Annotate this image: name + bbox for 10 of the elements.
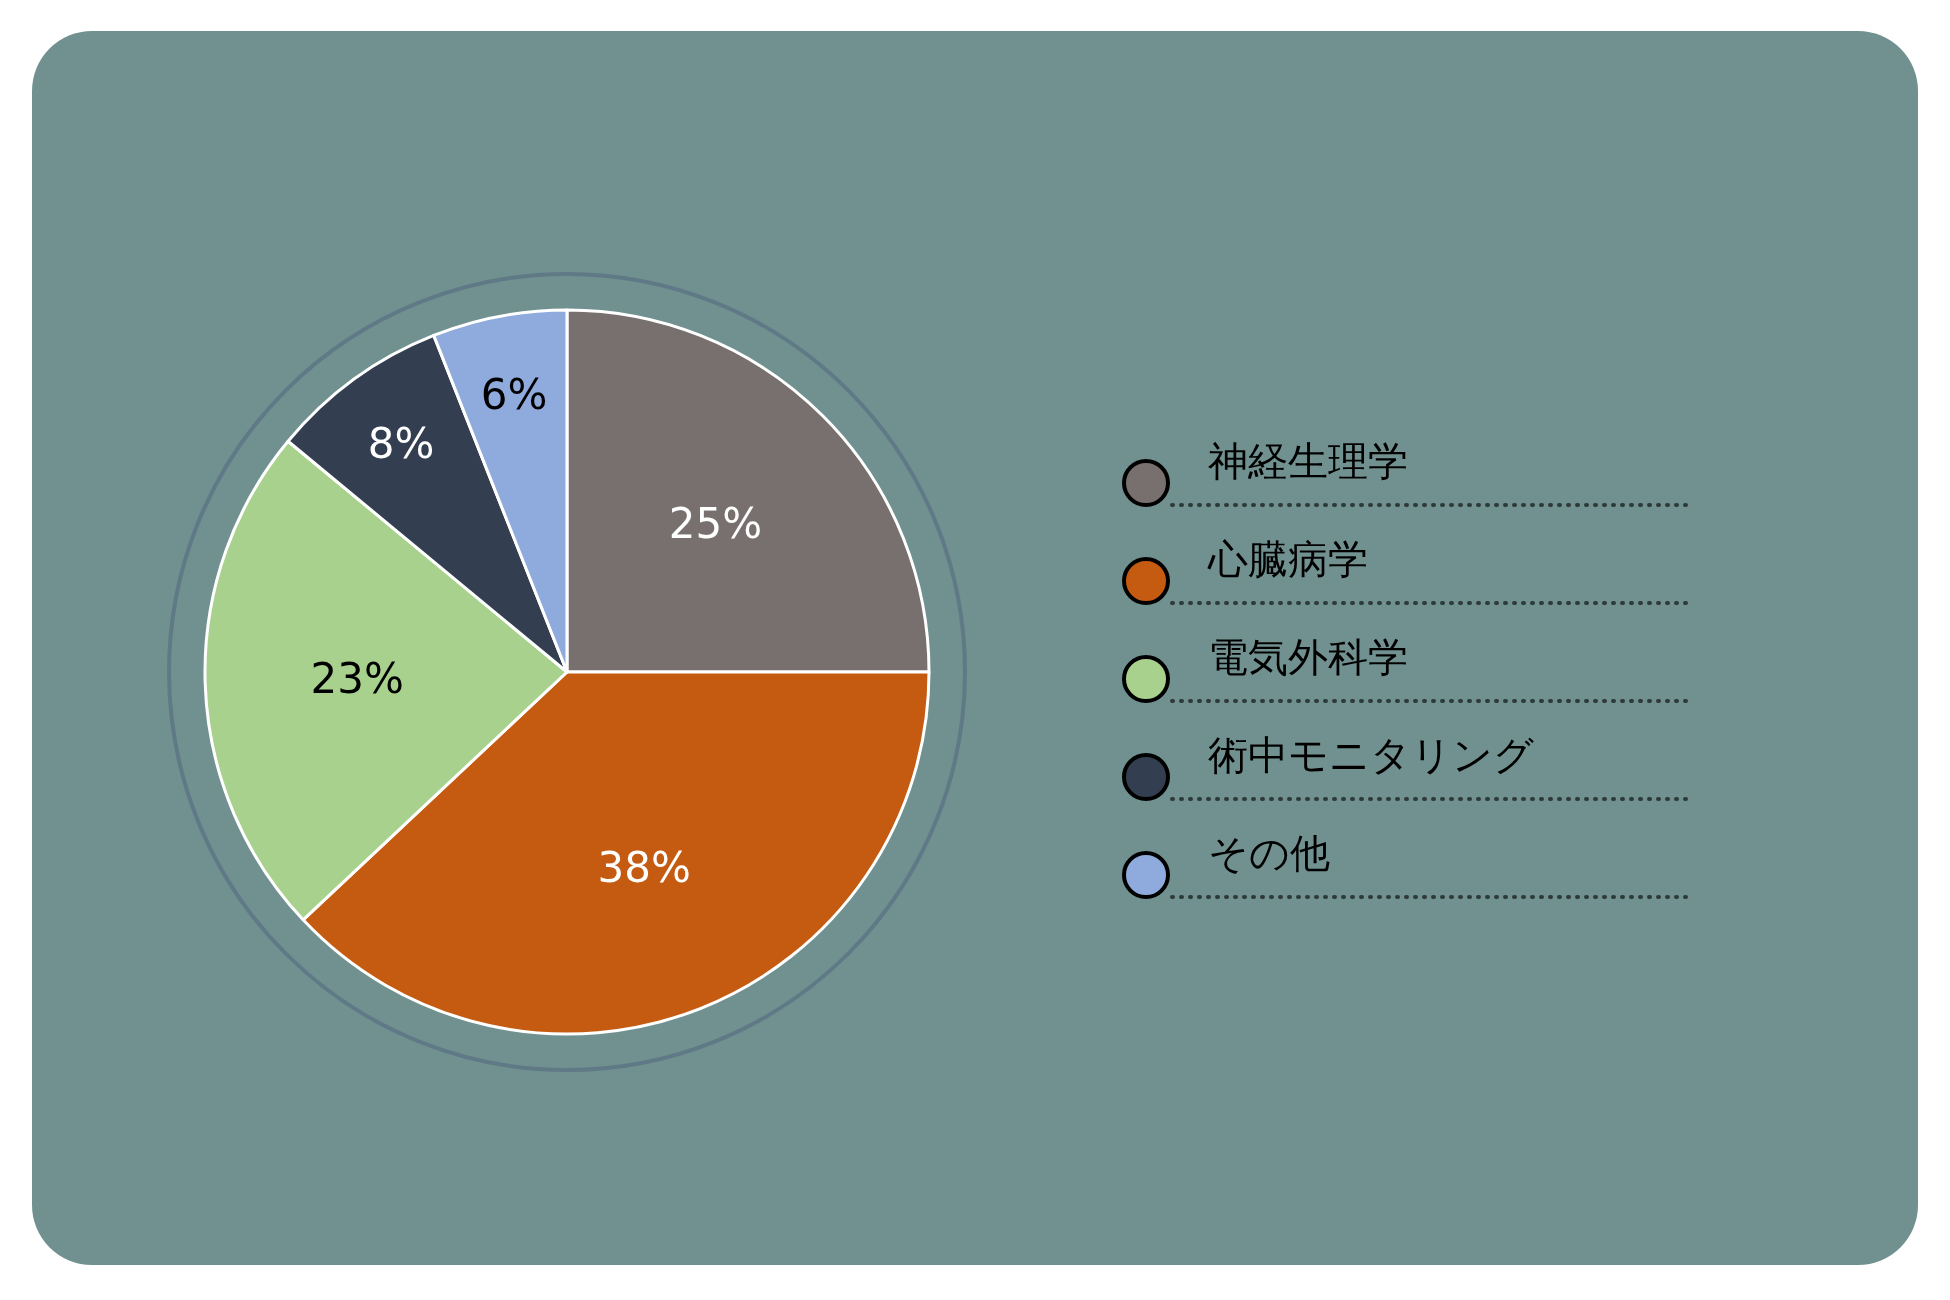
legend-label: 術中モニタリング: [1208, 732, 1534, 778]
legend-label: その他: [1208, 830, 1330, 876]
data-label: 8%: [367, 419, 435, 469]
data-label: 38%: [597, 842, 691, 892]
legend-label: 電気外科学: [1208, 634, 1408, 680]
legend-label: 心臓病学: [1207, 536, 1368, 582]
data-label: 25%: [668, 499, 763, 549]
legend-label: 神経生理学: [1208, 438, 1408, 484]
data-label: 6%: [480, 370, 548, 420]
data-label: 23%: [310, 654, 404, 704]
